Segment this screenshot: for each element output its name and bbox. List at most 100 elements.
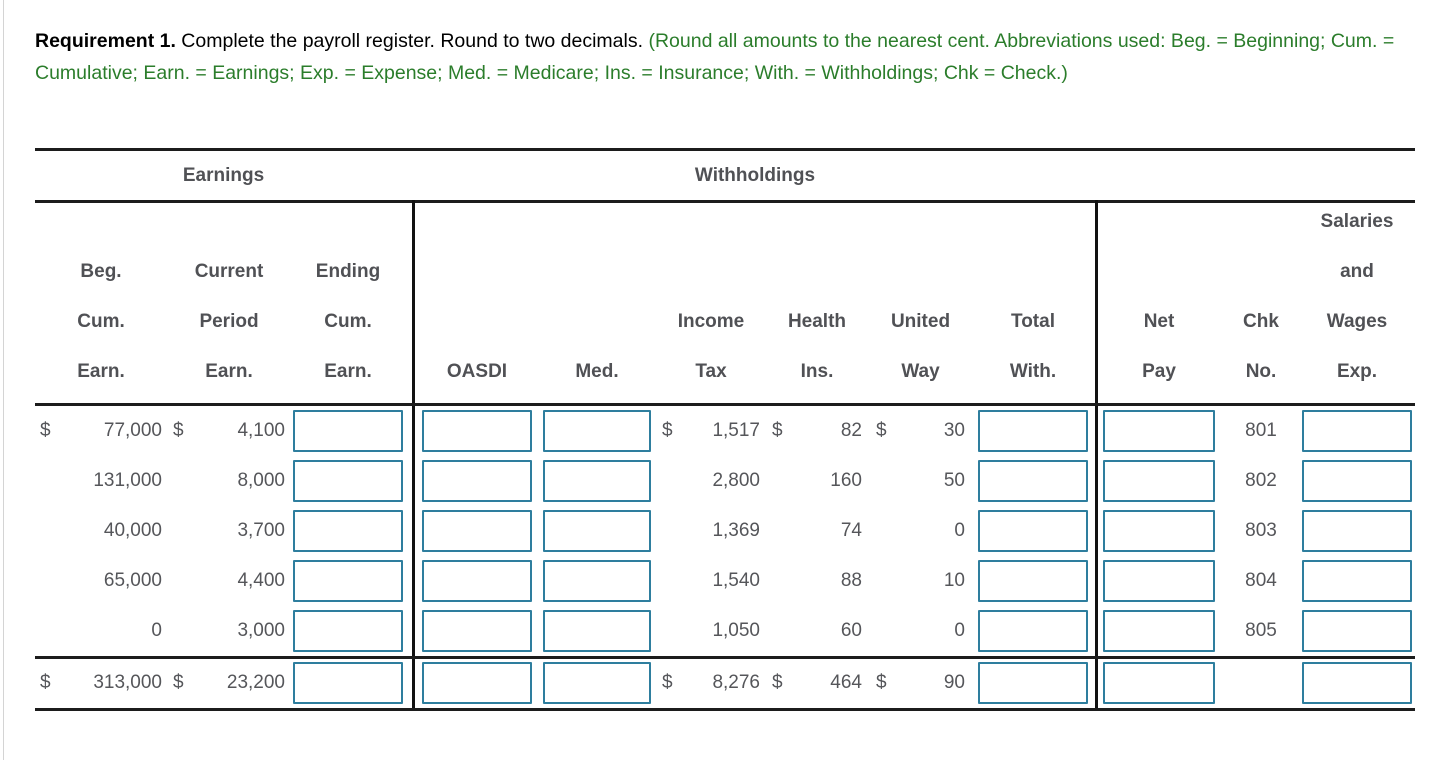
dollar-sign: $ (662, 420, 673, 441)
united-way-cell: 10 (943, 570, 965, 591)
health-ins-cell: 60 (840, 620, 862, 641)
ending-cum-earn-input[interactable] (293, 610, 403, 652)
chk-no-cell: 801 (1245, 420, 1277, 441)
net-pay-input[interactable] (1103, 560, 1215, 602)
oasdi-input[interactable] (422, 510, 532, 552)
ending-cum-earn-input[interactable] (293, 410, 403, 452)
salaries-wages-exp-input[interactable] (1302, 560, 1412, 602)
requirement-instruction: Complete the payroll register. Round to … (181, 30, 644, 52)
salaries-wages-exp-input[interactable] (1302, 510, 1412, 552)
med-total-input[interactable] (543, 662, 651, 704)
health-ins-total-cell: $464 (772, 672, 862, 693)
ending-cum-earn-input[interactable] (293, 510, 403, 552)
ending-cum-earn-input[interactable] (293, 460, 403, 502)
current-period-earn-cell: $4,100 (173, 420, 285, 441)
oasdi-input[interactable] (422, 560, 532, 602)
dollar-sign: $ (772, 672, 783, 693)
table-rule-under-headers (35, 403, 1415, 406)
beg-cum-earn-cell: 0 (151, 620, 162, 641)
income-tax-cell: 1,369 (712, 520, 760, 541)
united-way-cell: 0 (954, 520, 965, 541)
col-header-ending-cum-earn: Ending Cum. Earn. (315, 261, 381, 382)
dollar-sign: $ (173, 420, 184, 441)
med-input[interactable] (543, 410, 651, 452)
med-input[interactable] (543, 560, 651, 602)
requirement-text: Requirement 1. Complete the payroll regi… (35, 26, 1425, 89)
chk-no-cell: 804 (1245, 570, 1277, 591)
dollar-sign: $ (662, 672, 673, 693)
united-way-cell: 0 (954, 620, 965, 641)
health-ins-cell: 74 (840, 520, 862, 541)
oasdi-input[interactable] (422, 410, 532, 452)
total-with-input[interactable] (978, 510, 1088, 552)
payroll-register-table: Earnings Withholdings Beg. Cum. Earn. Cu… (35, 148, 1415, 712)
ending-cum-earn-input[interactable] (293, 560, 403, 602)
col-header-oasdi: OASDI (446, 361, 508, 382)
salaries-wages-exp-total-input[interactable] (1302, 662, 1412, 704)
totals-row: $313,000 $23,200 $8,276 $464 $90 (35, 659, 1415, 707)
requirement-title: Requirement 1. (35, 30, 176, 52)
salaries-wages-exp-input[interactable] (1302, 460, 1412, 502)
col-header-med: Med. (575, 361, 619, 382)
beg-cum-earn-total-cell: $313,000 (40, 672, 162, 693)
col-header-income-tax: Income Tax (677, 311, 745, 382)
group-header-earnings: Earnings (182, 164, 265, 186)
table-row: 0 3,000 1,050 60 0 805 (35, 606, 1415, 656)
oasdi-input[interactable] (422, 610, 532, 652)
chk-no-cell: 803 (1245, 520, 1277, 541)
table-row: 131,000 8,000 2,800 160 50 802 (35, 456, 1415, 506)
med-input[interactable] (543, 510, 651, 552)
chk-no-cell: 802 (1245, 470, 1277, 491)
salaries-wages-exp-input[interactable] (1302, 610, 1412, 652)
total-with-input[interactable] (978, 610, 1088, 652)
health-ins-cell: 160 (830, 470, 862, 491)
med-input[interactable] (543, 610, 651, 652)
chk-no-cell: 805 (1245, 620, 1277, 641)
net-pay-total-input[interactable] (1103, 662, 1215, 704)
oasdi-total-input[interactable] (422, 662, 532, 704)
income-tax-cell: $1,517 (662, 420, 760, 441)
group-header-row: Earnings Withholdings (35, 151, 1415, 200)
total-with-input[interactable] (978, 560, 1088, 602)
total-with-input[interactable] (978, 460, 1088, 502)
column-header-row: Beg. Cum. Earn. Current Period Earn. End… (35, 203, 1415, 403)
net-pay-input[interactable] (1103, 610, 1215, 652)
table-rule-under-groups (35, 200, 1415, 203)
col-header-salaries-wages-exp: Salaries and Wages Exp. (1320, 211, 1394, 382)
health-ins-cell: 88 (840, 570, 862, 591)
group-header-withholdings: Withholdings (694, 164, 816, 186)
income-tax-cell: 1,540 (712, 570, 760, 591)
current-period-earn-cell: 3,000 (237, 620, 285, 641)
salaries-wages-exp-input[interactable] (1302, 410, 1412, 452)
med-input[interactable] (543, 460, 651, 502)
beg-cum-earn-cell: 40,000 (103, 520, 162, 541)
oasdi-input[interactable] (422, 460, 532, 502)
united-way-total-cell: $90 (876, 672, 965, 693)
beg-cum-earn-cell: 65,000 (103, 570, 162, 591)
col-header-chk-no: Chk No. (1243, 311, 1279, 382)
col-header-health-ins: Health Ins. (787, 311, 847, 382)
dollar-sign: $ (173, 672, 184, 693)
current-period-earn-cell: 3,700 (237, 520, 285, 541)
dollar-sign: $ (772, 420, 783, 441)
chk-no-total-cell (1232, 659, 1290, 707)
current-period-earn-cell: 4,400 (237, 570, 285, 591)
beg-cum-earn-cell: $77,000 (40, 420, 162, 441)
net-pay-input[interactable] (1103, 510, 1215, 552)
income-tax-cell: 2,800 (712, 470, 760, 491)
table-row: 40,000 3,700 1,369 74 0 803 (35, 506, 1415, 556)
net-pay-input[interactable] (1103, 460, 1215, 502)
united-way-cell: 50 (943, 470, 965, 491)
ending-cum-earn-total-input[interactable] (293, 662, 403, 704)
table-rule-top (35, 148, 1415, 151)
united-way-cell: $30 (876, 420, 965, 441)
col-header-united-way: United Way (890, 311, 951, 382)
table-row: $77,000 $4,100 $1,517 $82 $30 801 (35, 406, 1415, 456)
table-rule-above-totals (35, 656, 1415, 659)
total-with-input[interactable] (978, 410, 1088, 452)
net-pay-input[interactable] (1103, 410, 1215, 452)
total-with-total-input[interactable] (978, 662, 1088, 704)
column-divider-right (1095, 200, 1098, 710)
income-tax-cell: 1,050 (712, 620, 760, 641)
